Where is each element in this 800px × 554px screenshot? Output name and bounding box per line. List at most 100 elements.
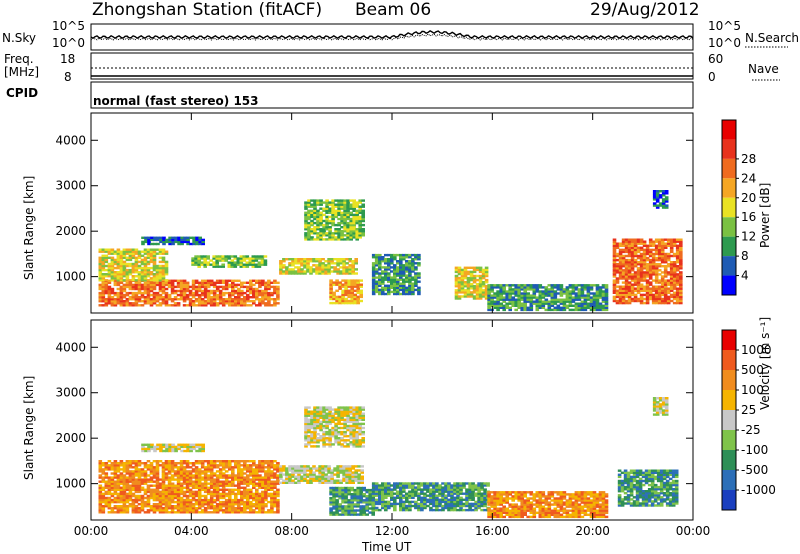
velocity-cell <box>173 511 178 514</box>
power-cell <box>657 246 662 249</box>
power-cell <box>318 258 322 261</box>
velocity-cell <box>134 484 139 487</box>
velocity-cell <box>249 472 253 475</box>
power-cell <box>143 262 148 266</box>
power-cell <box>333 266 337 269</box>
velocity-cell <box>182 490 187 494</box>
velocity-cell <box>209 470 214 473</box>
velocity-cell <box>134 470 139 473</box>
velocity-cell <box>134 490 139 494</box>
power-cell <box>654 299 659 303</box>
power-cell <box>618 295 623 299</box>
power-cell <box>333 270 337 273</box>
velocity-cell <box>137 468 142 471</box>
power-cell <box>209 279 214 282</box>
power-cell <box>396 278 400 281</box>
power-cell <box>478 274 483 278</box>
velocity-cell <box>137 474 142 477</box>
power-cell <box>155 283 160 287</box>
velocity-cell <box>152 484 157 487</box>
power-cell <box>122 289 127 293</box>
power-cell <box>254 257 259 260</box>
power-cell <box>325 205 329 208</box>
velocity-cell <box>264 476 268 479</box>
power-cell <box>146 300 151 303</box>
velocity-cell <box>303 473 307 476</box>
power-cell <box>648 283 653 286</box>
power-cell <box>162 242 166 246</box>
power-cell <box>234 302 238 305</box>
power-cell <box>612 287 617 290</box>
velocity-cell <box>200 472 205 475</box>
power-cell <box>343 219 347 223</box>
power-cell <box>149 256 154 259</box>
velocity-cell <box>339 481 343 484</box>
velocity-cell <box>122 478 127 481</box>
power-cell <box>332 283 336 286</box>
power-cell <box>411 284 415 287</box>
velocity-cell <box>113 470 118 473</box>
velocity-cell <box>140 496 145 500</box>
power-cell <box>661 190 666 193</box>
power-cell <box>224 283 229 287</box>
power-cell <box>340 230 344 233</box>
power-cell <box>179 291 184 295</box>
power-cell <box>627 263 632 266</box>
velocity-cell <box>174 449 178 453</box>
power-cell <box>164 291 169 295</box>
velocity-cell <box>304 414 308 417</box>
velocity-cell <box>221 492 226 496</box>
nave-tick-high: 60 <box>708 52 724 66</box>
power-cell <box>182 289 187 293</box>
power-cell <box>322 230 326 233</box>
power-cell <box>171 238 175 242</box>
velocity-cell <box>276 490 280 494</box>
velocity-cell <box>231 482 235 485</box>
velocity-cell <box>331 426 335 430</box>
power-cell <box>381 270 385 273</box>
power-cell <box>654 273 659 276</box>
velocity-cell <box>137 482 142 485</box>
velocity-cell <box>246 484 250 487</box>
power-cell <box>378 264 382 267</box>
power-cell <box>499 302 503 305</box>
velocity-cell <box>200 460 205 463</box>
power-cell <box>176 304 181 307</box>
power-cell <box>185 298 190 301</box>
velocity-cell <box>171 443 175 446</box>
power-cell <box>675 291 680 294</box>
velocity-cell <box>318 473 322 476</box>
power-cell <box>559 292 564 295</box>
power-cell <box>679 250 683 254</box>
power-cell <box>359 285 363 288</box>
velocity-cell <box>182 492 187 496</box>
velocity-cell <box>288 473 292 476</box>
power-cell <box>285 272 289 275</box>
velocity-cell <box>155 472 160 475</box>
velocity-cell <box>258 505 262 508</box>
velocity-cell <box>261 480 265 483</box>
power-cell <box>122 279 127 282</box>
velocity-cell <box>215 474 220 477</box>
power-cell <box>353 285 357 288</box>
power-cell <box>654 238 659 241</box>
velocity-cell <box>167 496 172 500</box>
power-cell <box>319 223 323 227</box>
beam-title: Beam 06 <box>355 0 432 20</box>
power-cell <box>125 298 130 301</box>
velocity-cell <box>161 490 166 494</box>
velocity-cell <box>345 465 349 468</box>
velocity-cell <box>98 492 103 496</box>
power-cell <box>279 264 283 267</box>
power-cell <box>466 293 471 296</box>
velocity-cell <box>206 462 211 465</box>
power-cell <box>209 298 214 301</box>
power-cell <box>550 290 555 293</box>
velocity-cell <box>167 488 172 491</box>
power-cell <box>669 250 674 254</box>
velocity-cell <box>134 505 139 508</box>
power-cell <box>381 272 385 275</box>
power-cell <box>361 203 365 206</box>
velocity-cell <box>312 465 316 468</box>
velocity-cell <box>322 435 326 438</box>
